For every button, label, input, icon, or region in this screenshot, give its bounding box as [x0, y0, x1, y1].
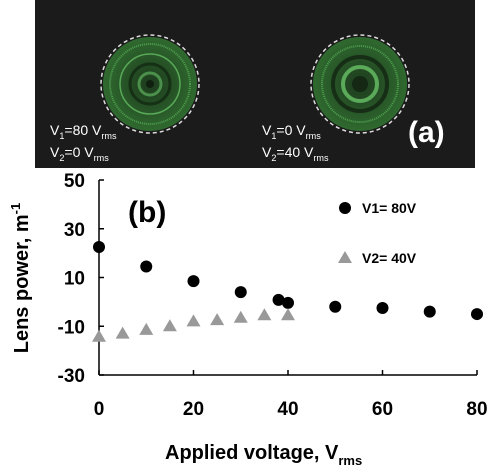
photo-label: V1=80 Vrms	[50, 122, 117, 141]
circle-marker	[93, 241, 105, 254]
label-part: rms	[101, 131, 117, 141]
photo-label: V1=0 Vrms	[262, 122, 321, 141]
label-part: =80 V	[64, 122, 102, 138]
label-part: 2	[271, 153, 276, 163]
label-part: =0 V	[64, 144, 94, 160]
label-part: rms	[306, 131, 322, 141]
label-part: V	[50, 144, 60, 160]
label-part: =0 V	[276, 122, 306, 138]
annotation: (b)	[128, 196, 166, 229]
circle-marker	[282, 296, 294, 309]
label-part: rms	[338, 453, 362, 468]
x-tick-label: 40	[277, 399, 298, 420]
y-axis-title: Lens power, m-1	[8, 203, 33, 354]
y-tick-label: 50	[64, 171, 85, 192]
triangle-marker	[92, 329, 106, 342]
label-part: V	[262, 122, 272, 138]
label-part: rms	[313, 153, 329, 163]
triangle-marker	[210, 313, 225, 326]
label-part: V	[262, 144, 272, 160]
y-tick-label: -10	[58, 317, 85, 338]
triangle-marker	[115, 326, 130, 339]
x-axis-title: Applied voltage, Vrms	[165, 442, 362, 468]
label-part: V	[50, 122, 60, 138]
triangle-marker	[162, 319, 177, 332]
circle-marker	[329, 300, 342, 313]
panel-label: (a)	[408, 116, 445, 149]
circle-marker	[187, 275, 200, 288]
lens-left	[100, 34, 200, 134]
circle-marker	[272, 293, 285, 306]
x-tick-label: 80	[466, 399, 487, 420]
x-tick-label: 0	[94, 399, 105, 420]
label-part: 1	[271, 131, 276, 141]
label-part: rms	[94, 153, 110, 163]
photo-label: V2=40 Vrms	[262, 144, 329, 163]
circle-marker	[471, 308, 483, 321]
circle-marker	[140, 260, 153, 273]
label-part: 2	[59, 153, 64, 163]
x-tick-label: 60	[372, 399, 393, 420]
triangle-marker	[281, 308, 295, 321]
circle-marker	[423, 305, 436, 318]
triangle-marker	[139, 322, 154, 335]
label-part: Applied voltage, V	[165, 442, 339, 464]
y-tick-label: -30	[58, 366, 85, 387]
label-part: 1	[59, 131, 64, 141]
legend-label: V2= 40V	[362, 250, 417, 266]
circle-marker	[234, 286, 247, 299]
triangle-marker	[257, 308, 272, 321]
triangle-marker	[186, 314, 201, 327]
triangle-marker	[233, 310, 248, 323]
label-part: =40 V	[276, 144, 314, 160]
circle-marker	[376, 301, 389, 314]
lens-right	[310, 34, 410, 134]
label-part: Lens power, m	[11, 214, 33, 353]
photo-label: V2=0 Vrms	[50, 144, 109, 163]
triangle-marker	[338, 251, 352, 263]
y-tick-label: 30	[64, 220, 85, 241]
circle-marker	[339, 202, 351, 214]
y-tick-label: 10	[64, 269, 85, 290]
legend-label: V1= 80V	[362, 200, 417, 216]
x-tick-label: 20	[183, 399, 204, 420]
label-part: -1	[8, 203, 23, 215]
